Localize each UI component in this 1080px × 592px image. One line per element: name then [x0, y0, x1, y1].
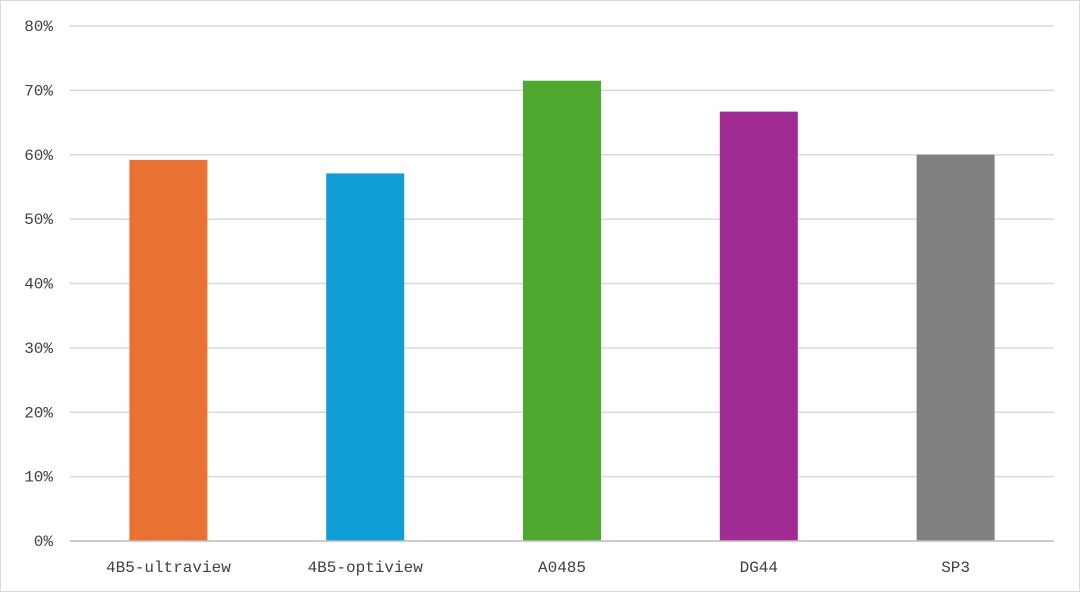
x-tick-label: SP3 — [941, 559, 970, 577]
y-tick-label: 30% — [24, 340, 53, 358]
y-tick-label: 70% — [24, 82, 53, 100]
y-tick-label: 60% — [24, 147, 53, 165]
bar-a0485 — [523, 80, 601, 541]
x-tick-label: DG44 — [740, 559, 778, 577]
x-tick-label: 4B5-ultraview — [106, 559, 231, 577]
x-tick-label: 4B5-optiview — [308, 559, 424, 577]
x-tick-label: A0485 — [538, 559, 586, 577]
y-tick-label: 20% — [24, 404, 53, 422]
y-tick-label: 0% — [34, 533, 54, 551]
y-tick-label: 80% — [24, 18, 53, 36]
y-tick-label: 40% — [24, 276, 53, 294]
bar-sp3 — [916, 154, 995, 541]
bar-4b5-optiview — [326, 173, 405, 541]
y-tick-label: 10% — [24, 469, 53, 487]
y-tick-label: 50% — [24, 211, 53, 229]
bar-4b5-ultraview — [129, 159, 208, 541]
bar-dg44 — [719, 111, 798, 542]
